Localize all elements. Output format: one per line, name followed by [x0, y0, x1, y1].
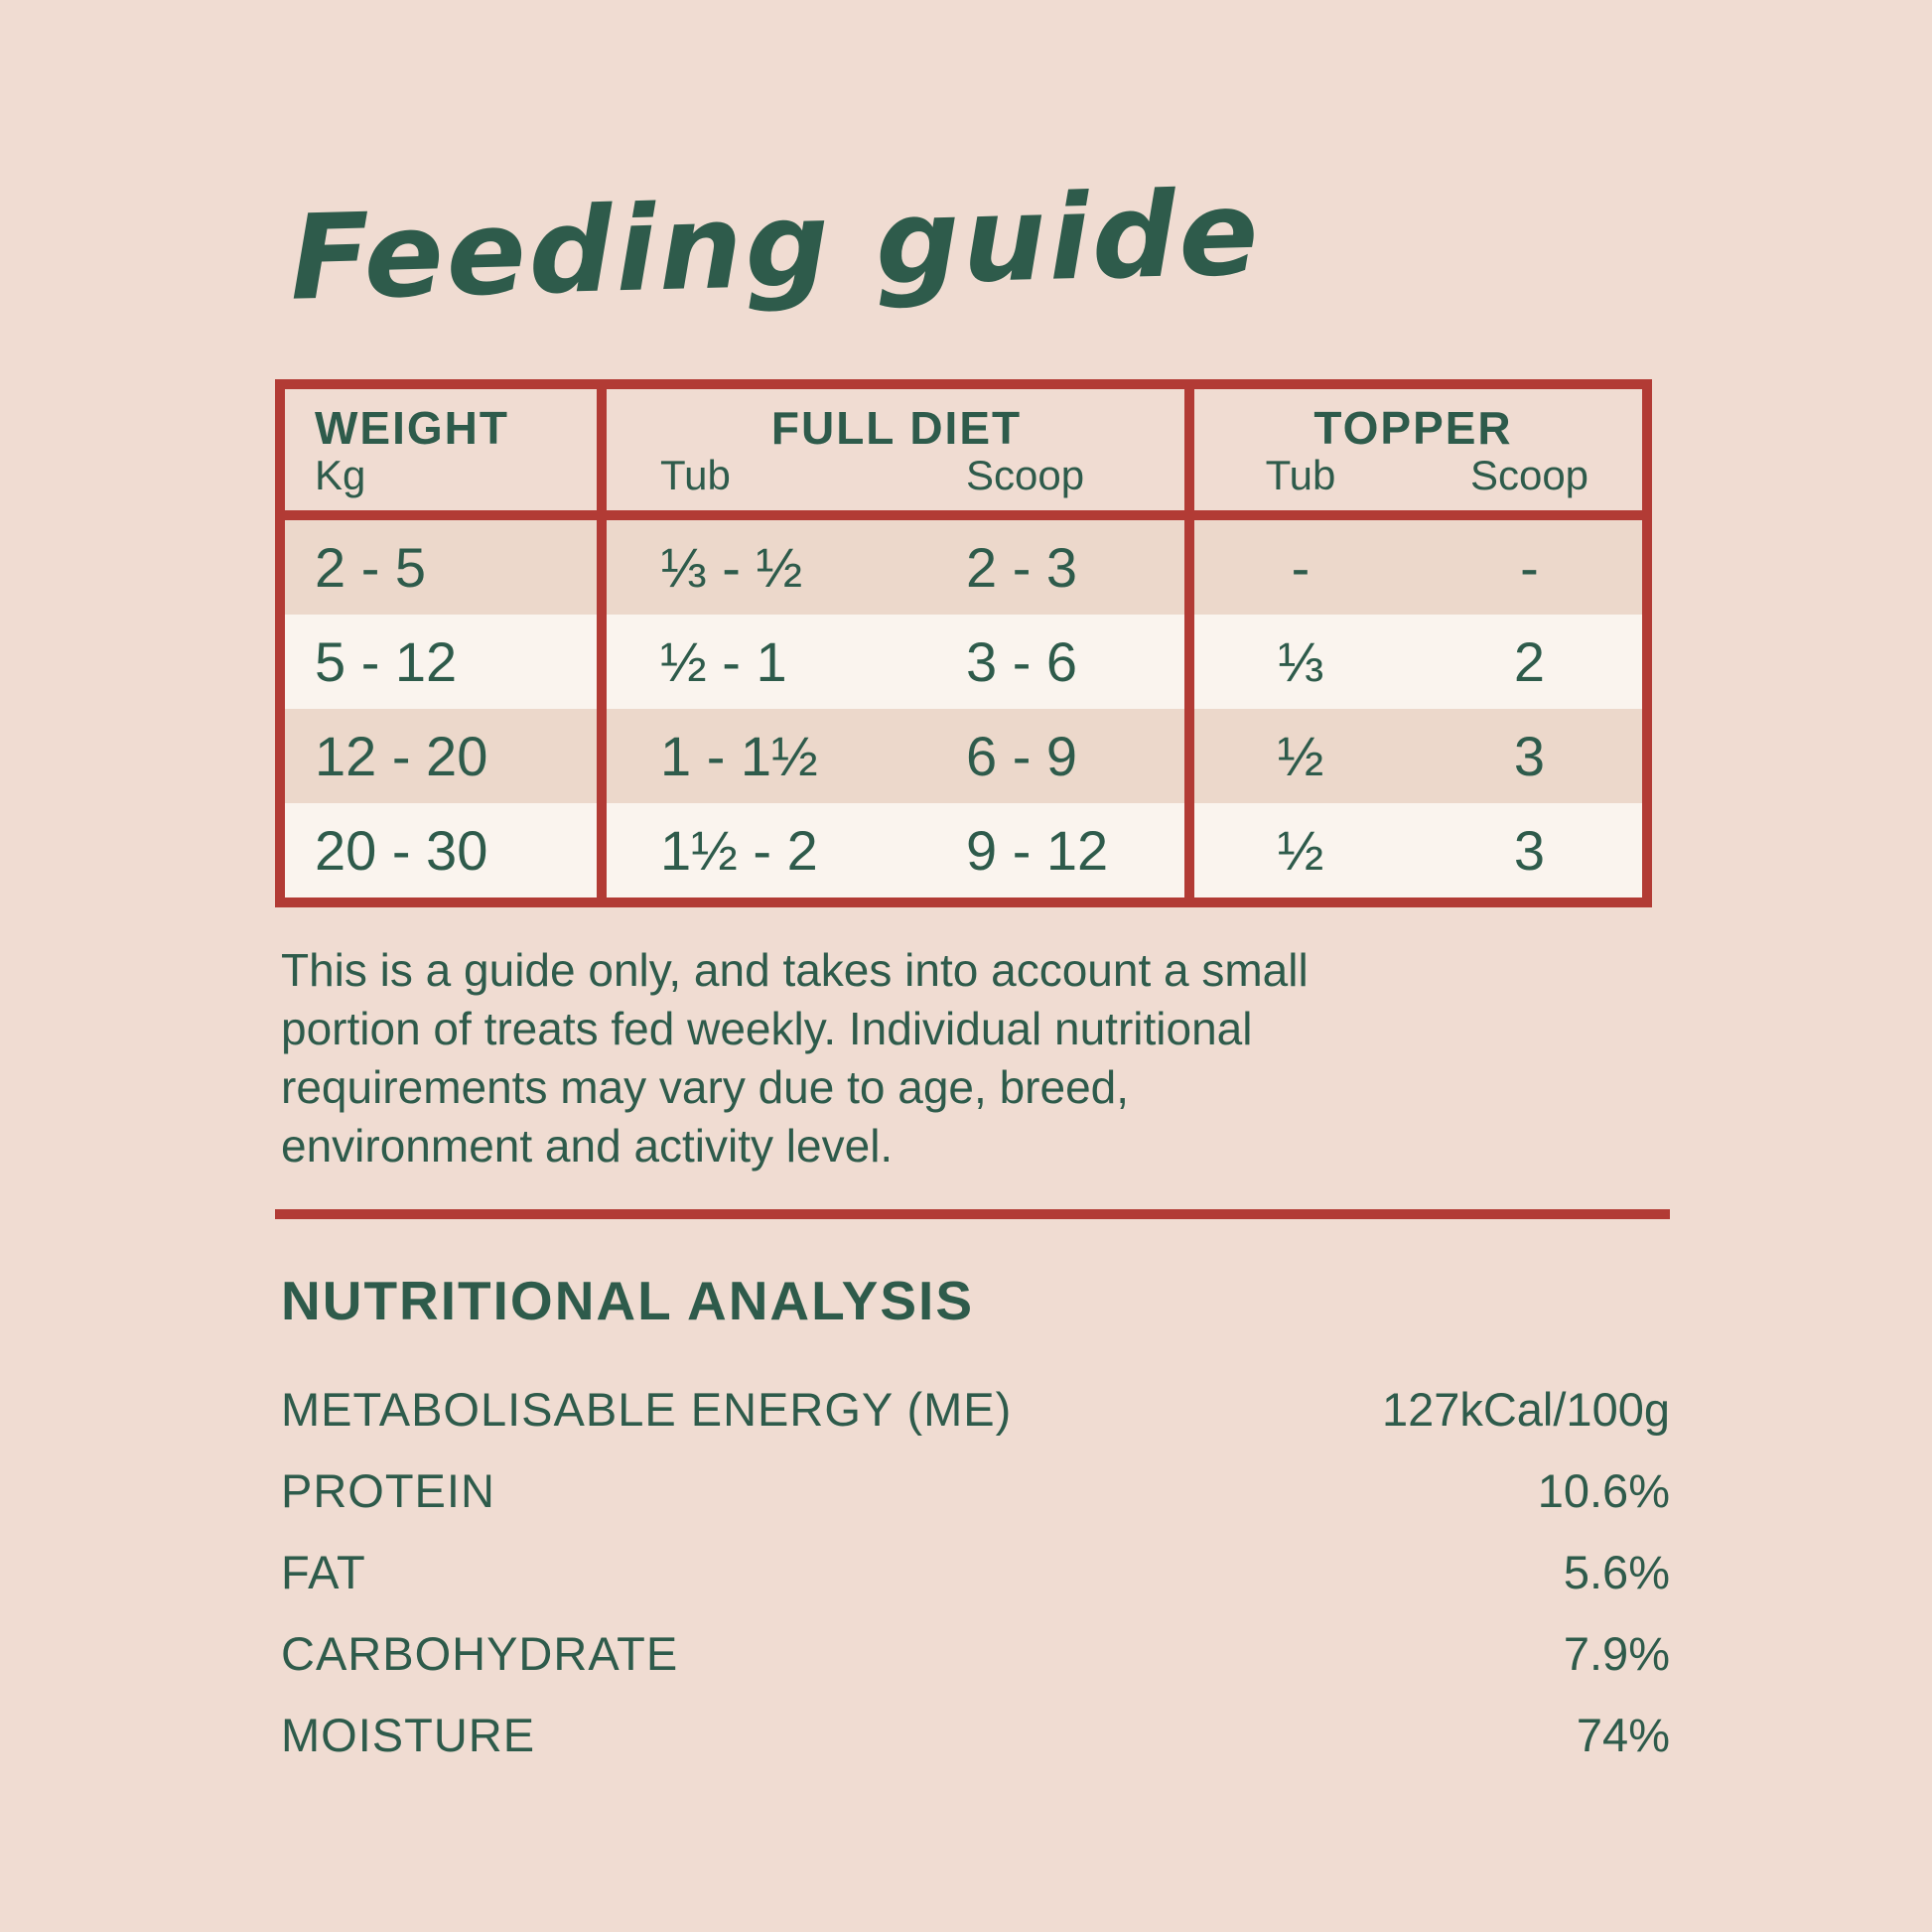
feeding-table-header: WEIGHT FULL DIET TOPPER Kg Tub Scoop Tub… [285, 389, 1642, 520]
column-header-weight: WEIGHT [315, 402, 509, 454]
section-divider [275, 1209, 1670, 1219]
disclaimer-line: This is a guide only, and takes into acc… [281, 944, 1309, 996]
cell-topper-scoop: 3 [1513, 724, 1546, 787]
feeding-table-body: 2 - 5 ⅓ - ½ 2 - 3 - - 5 - 12 ½ - 1 3 - 6… [285, 520, 1642, 897]
cell-full-diet-scoop: 2 - 3 [966, 535, 1078, 599]
subheader-topper-tub: Tub [1265, 452, 1336, 498]
table-row: 20 - 30 1½ - 2 9 - 12 ½ 3 [285, 803, 1642, 897]
nutrition-row: CARBOHYDRATE 7.9% [281, 1630, 1670, 1678]
cell-topper-tub: ½ [1277, 818, 1324, 882]
nutrition-row: FAT 5.6% [281, 1549, 1670, 1596]
nutrition-value: 10.6% [1537, 1464, 1670, 1517]
cell-full-diet-scoop: 6 - 9 [966, 724, 1078, 787]
table-column-divider [1184, 389, 1194, 897]
subheader-full-diet-tub: Tub [660, 452, 731, 498]
cell-weight: 2 - 5 [315, 535, 427, 599]
cell-topper-tub: ½ [1277, 724, 1324, 787]
table-column-divider [597, 389, 607, 897]
cell-topper-tub: ⅓ [1277, 629, 1324, 693]
cell-topper-tub: - [1291, 535, 1311, 599]
cell-weight: 12 - 20 [315, 724, 488, 787]
cell-full-diet-tub: ⅓ - ½ [660, 535, 803, 599]
nutrition-row: PROTEIN 10.6% [281, 1467, 1670, 1515]
nutrition-label: FAT [281, 1546, 366, 1598]
cell-topper-scoop: 3 [1513, 818, 1546, 882]
page-title: Feeding guide [288, 164, 1264, 327]
cell-weight: 5 - 12 [315, 629, 458, 693]
cell-topper-scoop: 2 [1513, 629, 1546, 693]
disclaimer-text: This is a guide only, and takes into acc… [281, 941, 1309, 1175]
table-row: 12 - 20 1 - 1½ 6 - 9 ½ 3 [285, 709, 1642, 803]
disclaimer-line: portion of treats fed weekly. Individual… [281, 1003, 1253, 1054]
nutrition-label: METABOLISABLE ENERGY (ME) [281, 1383, 1013, 1436]
nutrition-row: MOISTURE 74% [281, 1712, 1670, 1759]
nutrition-value: 74% [1576, 1709, 1670, 1761]
table-row: 2 - 5 ⅓ - ½ 2 - 3 - - [285, 520, 1642, 615]
column-header-topper: TOPPER [1313, 402, 1513, 454]
cell-weight: 20 - 30 [315, 818, 488, 882]
nutrition-label: MOISTURE [281, 1709, 536, 1761]
subheader-full-diet-scoop: Scoop [966, 452, 1085, 498]
cell-full-diet-scoop: 9 - 12 [966, 818, 1109, 882]
disclaimer-line: environment and activity level. [281, 1120, 894, 1172]
nutrition-row: METABOLISABLE ENERGY (ME) 127kCal/100g [281, 1386, 1670, 1434]
cell-full-diet-tub: 1½ - 2 [660, 818, 818, 882]
feeding-table: WEIGHT FULL DIET TOPPER Kg Tub Scoop Tub… [275, 379, 1652, 907]
nutrition-label: CARBOHYDRATE [281, 1627, 679, 1680]
header-sub-row: Kg Tub Scoop Tub Scoop [285, 453, 1642, 498]
feeding-table-inner: WEIGHT FULL DIET TOPPER Kg Tub Scoop Tub… [285, 389, 1642, 897]
subheader-topper-scoop: Scoop [1469, 452, 1589, 498]
cell-full-diet-tub: ½ - 1 [660, 629, 787, 693]
cell-full-diet-scoop: 3 - 6 [966, 629, 1078, 693]
nutrition-value: 7.9% [1563, 1627, 1670, 1680]
nutritional-analysis-list: METABOLISABLE ENERGY (ME) 127kCal/100g P… [281, 1386, 1670, 1759]
nutrition-value: 5.6% [1563, 1546, 1670, 1598]
column-header-full-diet: FULL DIET [770, 402, 1023, 454]
nutritional-analysis-heading: NUTRITIONAL ANALYSIS [281, 1270, 975, 1331]
header-group-row: WEIGHT FULL DIET TOPPER [285, 389, 1642, 453]
cell-topper-scoop: - [1520, 535, 1539, 599]
table-row: 5 - 12 ½ - 1 3 - 6 ⅓ 2 [285, 615, 1642, 709]
disclaimer-line: requirements may vary due to age, breed, [281, 1061, 1130, 1113]
nutrition-value: 127kCal/100g [1381, 1383, 1670, 1436]
nutrition-label: PROTEIN [281, 1464, 495, 1517]
cell-full-diet-tub: 1 - 1½ [660, 724, 818, 787]
subheader-weight-kg: Kg [315, 452, 366, 498]
